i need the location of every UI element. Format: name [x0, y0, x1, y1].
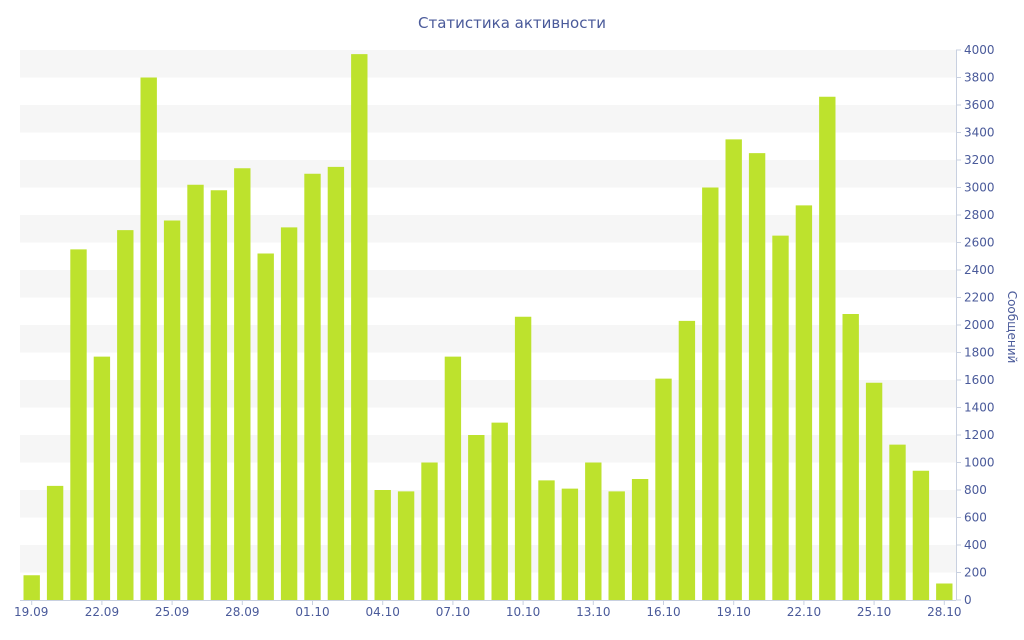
bar-16.10 [655, 378, 672, 601]
bar-23.10 [819, 96, 836, 600]
y-tick-label: 1000 [964, 456, 995, 470]
bar-30.09 [280, 227, 298, 601]
grid-band [20, 160, 956, 188]
bar-series [23, 54, 953, 601]
y-tick-label: 400 [964, 538, 987, 552]
bar-27.09 [210, 190, 228, 600]
bar-06.10 [421, 462, 438, 600]
grid-band [20, 545, 956, 573]
y-axis: 0 200 400 600 800 1000 1200 1400 1600 1800 2000 220… [956, 43, 995, 607]
y-tick-label: 600 [964, 511, 987, 525]
bar-14.10 [608, 491, 625, 601]
x-tick-label: 07.10 [436, 605, 470, 619]
x-tick-label: 04.10 [366, 605, 400, 619]
x-tick-label: 01.10 [295, 605, 329, 619]
x-tick-label: 28.10 [927, 605, 961, 619]
bar-13.10 [585, 462, 602, 600]
y-tick-label: 2800 [964, 208, 995, 222]
bar-19.09 [23, 575, 40, 600]
bar-04.10 [374, 490, 391, 600]
grid-band [20, 435, 956, 463]
grid-band [20, 490, 956, 518]
bar-27.10 [912, 470, 930, 600]
bar-22.10 [795, 205, 813, 601]
bar-21.10 [772, 235, 789, 601]
y-axis-title: Сообщений [1005, 291, 1019, 364]
bar-07.10 [444, 356, 462, 601]
x-tick-label: 28.09 [225, 605, 259, 619]
y-tick-label: 2000 [964, 318, 995, 332]
bar-23.09 [117, 230, 134, 601]
x-tick-label: 10.10 [506, 605, 540, 619]
x-tick-label: 22.10 [787, 605, 821, 619]
bar-08.10 [468, 435, 485, 600]
y-tick-label: 2200 [964, 291, 995, 305]
y-tick-label: 0 [964, 593, 972, 607]
y-tick-label: 1400 [964, 401, 995, 415]
y-tick-label: 1200 [964, 428, 995, 442]
bar-05.10 [397, 491, 415, 601]
bar-20.10 [748, 153, 766, 601]
y-tick-label: 3600 [964, 98, 995, 112]
bar-25.10 [865, 382, 883, 600]
bar-25.09 [163, 220, 181, 600]
bar-18.10 [702, 187, 719, 600]
grid-band [20, 325, 956, 353]
y-tick-label: 2600 [964, 236, 995, 250]
bar-09.10 [491, 422, 508, 601]
x-tick-label: 25.10 [857, 605, 891, 619]
bar-10.10 [514, 316, 532, 600]
y-tick-label: 1800 [964, 346, 995, 360]
bar-01.10 [304, 173, 321, 600]
x-tick-label: 19.09 [14, 605, 48, 619]
bar-12.10 [561, 488, 579, 601]
y-tick-label: 3400 [964, 126, 995, 140]
bar-26.10 [889, 444, 906, 601]
grid-band [20, 105, 956, 133]
grid-bands [20, 50, 956, 573]
y-tick-label: 3200 [964, 153, 995, 167]
bar-29.09 [257, 253, 274, 600]
x-tick-label: 25.09 [155, 605, 189, 619]
grid-band [20, 50, 956, 78]
bar-22.09 [93, 356, 111, 601]
bar-26.09 [187, 184, 204, 600]
bar-03.10 [351, 54, 368, 601]
x-tick-label: 19.10 [717, 605, 751, 619]
y-tick-label: 3800 [964, 71, 995, 85]
y-tick-label: 200 [964, 566, 987, 580]
x-tick-label: 13.10 [576, 605, 610, 619]
bar-20.09 [46, 485, 64, 601]
chart-title: Статистика активности [418, 14, 606, 32]
bar-02.10 [327, 166, 345, 601]
x-tick-label: 22.09 [85, 605, 119, 619]
grid-band [20, 270, 956, 298]
y-tick-label: 3000 [964, 181, 995, 195]
y-tick-label: 4000 [964, 43, 995, 57]
y-tick-label: 1600 [964, 373, 995, 387]
bar-28.09 [234, 168, 251, 600]
bar-24.09 [140, 77, 157, 600]
y-tick-label: 800 [964, 483, 987, 497]
bar-24.10 [842, 314, 859, 600]
x-tick-label: 16.10 [646, 605, 680, 619]
bar-19.10 [725, 139, 742, 601]
bar-28.10 [936, 583, 953, 600]
bar-15.10 [631, 479, 649, 600]
grid-band [20, 215, 956, 243]
bar-11.10 [538, 480, 555, 601]
grid-band [20, 380, 956, 408]
y-tick-label: 2400 [964, 263, 995, 277]
x-axis: 19.09 22.09 25.09 28.09 01.10 04.10 07.10 10.10… [14, 600, 961, 619]
bar-21.09 [70, 249, 87, 601]
bar-17.10 [678, 320, 696, 601]
